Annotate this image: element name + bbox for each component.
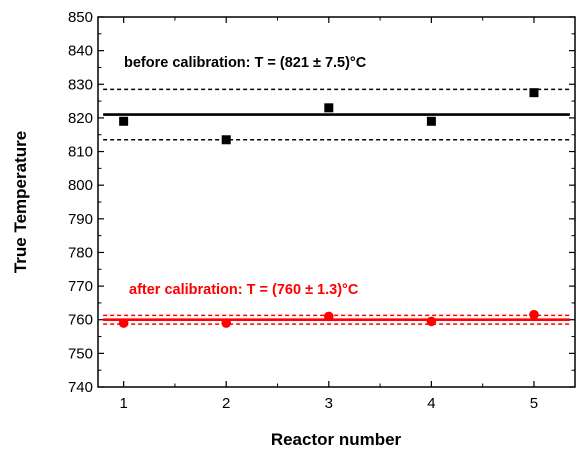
y-tick-label: 810 [68, 144, 93, 161]
axis-ticks: 740 750 760 770 780 790 800 810 820 830 840 850 1 2 3 4… [68, 9, 575, 412]
y-tick-label: 790 [68, 211, 93, 228]
y-tick-label: 820 [68, 110, 93, 127]
x-tick-label: 4 [427, 395, 435, 412]
data-point [118, 318, 129, 328]
data-point [324, 103, 334, 113]
data-point [426, 116, 436, 126]
x-tick-label: 1 [119, 395, 127, 412]
y-tick-label: 760 [68, 312, 93, 329]
y-tick-label: 770 [68, 278, 93, 295]
x-tick-label: 2 [222, 395, 230, 412]
y-tick-label: 750 [68, 345, 93, 362]
y-tick-label: 800 [68, 177, 93, 194]
x-tick-label: 5 [530, 395, 538, 412]
y-tick-label: 830 [68, 76, 93, 93]
y-tick-label: 740 [68, 379, 93, 396]
data-point [529, 309, 539, 320]
y-axis-title: True Temperature [11, 131, 30, 273]
annotation-after: after calibration: T = (760 ± 1.3)°C [129, 282, 359, 298]
data-point [529, 88, 539, 98]
y-tick-label: 840 [68, 43, 93, 60]
data-points [118, 88, 539, 328]
annotation-before: before calibration: T = (821 ± 7.5)°C [124, 55, 367, 71]
data-point [221, 135, 231, 145]
data-point [324, 311, 334, 322]
x-tick-label: 3 [325, 395, 333, 412]
y-tick-label: 780 [68, 244, 93, 261]
data-point [221, 318, 232, 328]
plot-frame [97, 16, 576, 388]
x-axis-title: Reactor number [271, 430, 402, 449]
y-tick-label: 850 [68, 9, 93, 26]
data-point [426, 316, 437, 327]
data-point [119, 116, 129, 126]
reference-lines [103, 88, 570, 325]
